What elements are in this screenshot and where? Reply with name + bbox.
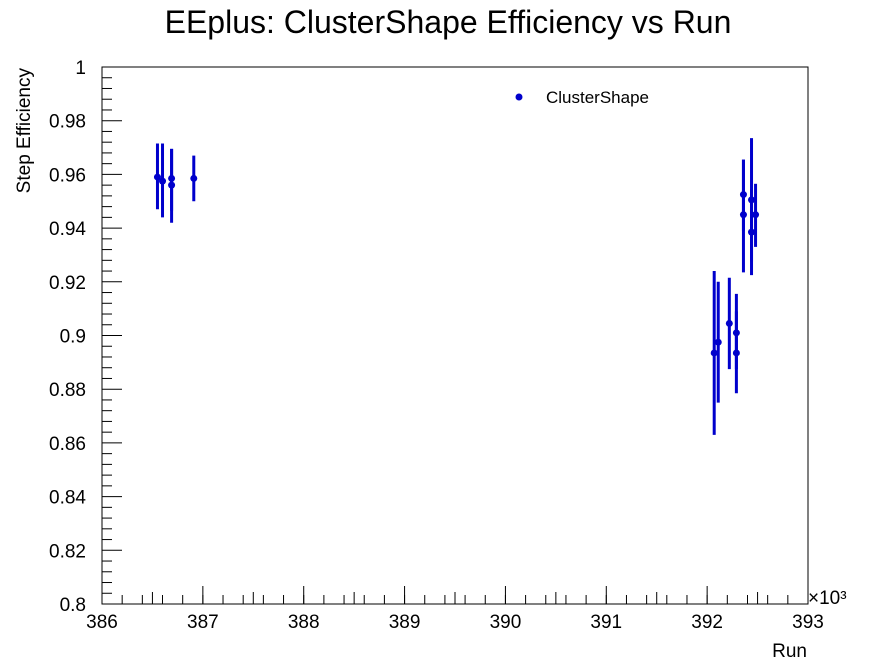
- x-tick-label: 393: [792, 612, 824, 633]
- legend-label: ClusterShape: [546, 88, 649, 107]
- y-tick-label: 0.9: [60, 327, 86, 348]
- x-tick-label: 390: [490, 612, 522, 633]
- data-point: [190, 174, 198, 182]
- series-clustershape: [153, 138, 760, 435]
- y-axis-label: Step Efficiency: [14, 68, 35, 194]
- x-tick-labels: 386 387 388 389 390 391 392 393: [86, 612, 824, 633]
- data-point: [159, 177, 167, 185]
- chart-title: EEplus: ClusterShape Efficiency vs Run: [165, 4, 732, 40]
- plot-frame: [101, 66, 809, 605]
- y-tick-label: 0.88: [49, 380, 86, 401]
- x-axis-multiplier: ×10³: [808, 588, 847, 609]
- data-point: [710, 349, 718, 357]
- y-tick-label: 0.96: [49, 165, 86, 186]
- y-tick-label: 1: [75, 58, 86, 79]
- legend: ClusterShape: [515, 88, 649, 107]
- y-tick-label: 0.98: [49, 112, 86, 133]
- y-tick-label: 0.82: [49, 541, 86, 562]
- axes-ticks: [101, 66, 809, 605]
- y-tick-label: 0.92: [49, 273, 86, 294]
- y-tick-labels: 0.8 0.82 0.84 0.86 0.88 0.9 0.92 0.94 0.96 0.98 1: [49, 58, 86, 616]
- x-tick-label: 386: [86, 612, 118, 633]
- data-point: [739, 211, 747, 219]
- x-axis-label: Run: [772, 641, 807, 662]
- data-point: [732, 349, 740, 357]
- data-point: [725, 319, 733, 327]
- x-tick-label: 391: [590, 612, 622, 633]
- data-point: [752, 211, 760, 219]
- x-tick-label: 387: [187, 612, 219, 633]
- data-point: [714, 338, 722, 346]
- y-tick-label: 0.84: [49, 488, 86, 509]
- y-tick-label: 0.8: [60, 595, 86, 616]
- legend-marker: [515, 93, 523, 101]
- x-tick-label: 389: [389, 612, 421, 633]
- y-tick-label: 0.94: [49, 219, 86, 240]
- data-point: [168, 181, 176, 189]
- data-point: [748, 228, 756, 236]
- x-tick-label: 392: [691, 612, 723, 633]
- x-tick-label: 388: [288, 612, 320, 633]
- y-tick-label: 0.86: [49, 434, 86, 455]
- data-point: [153, 173, 161, 181]
